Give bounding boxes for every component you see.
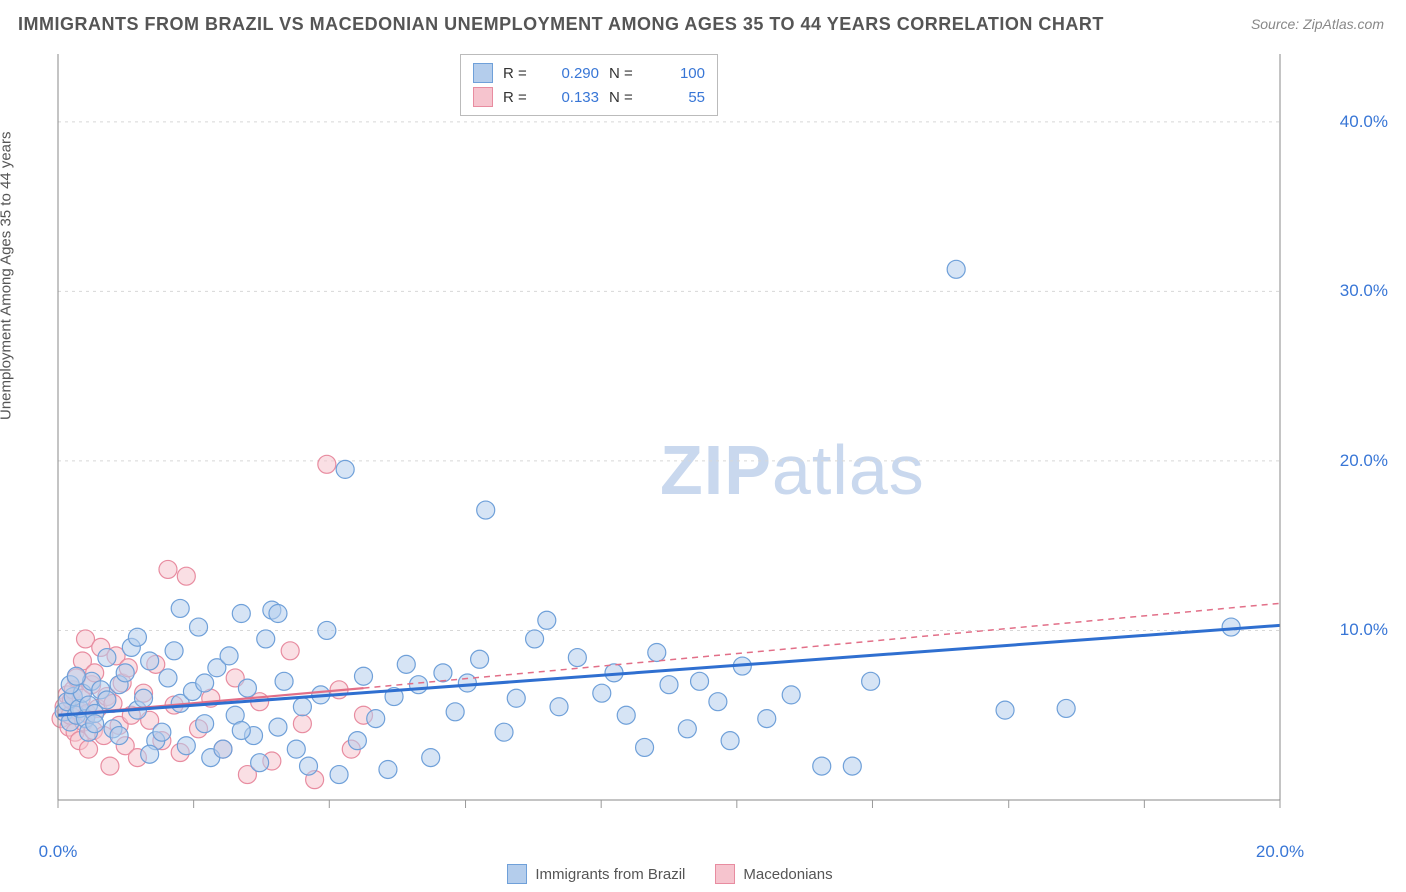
stats-row-1: R = 0.133 N = 55	[473, 85, 705, 109]
stats-swatch-1	[473, 87, 493, 107]
stats-r-label: R =	[503, 89, 529, 106]
stats-legend: R = 0.290 N = 100 R = 0.133 N = 55	[460, 54, 718, 116]
stats-r-label: R =	[503, 65, 529, 82]
stats-row-0: R = 0.290 N = 100	[473, 61, 705, 85]
series-label-1: Macedonians	[743, 866, 832, 883]
stats-n-val-0: 100	[645, 65, 705, 82]
plot-svg	[48, 50, 1338, 830]
series-label-0: Immigrants from Brazil	[535, 866, 685, 883]
stats-r-val-0: 0.290	[539, 65, 599, 82]
xtick-label: 0.0%	[39, 842, 78, 862]
series-swatch-0	[507, 864, 527, 884]
y-axis-label: Unemployment Among Ages 35 to 44 years	[0, 131, 15, 420]
series-legend: Immigrants from Brazil Macedonians	[0, 864, 1340, 884]
ytick-label: 40.0%	[1340, 112, 1388, 132]
stats-n-label: N =	[609, 65, 635, 82]
series-swatch-1	[715, 864, 735, 884]
ytick-label: 20.0%	[1340, 451, 1388, 471]
scatter-plot	[48, 50, 1338, 830]
ytick-label: 30.0%	[1340, 281, 1388, 301]
stats-n-label: N =	[609, 89, 635, 106]
series-item-0: Immigrants from Brazil	[507, 864, 685, 884]
stats-swatch-0	[473, 63, 493, 83]
series-item-1: Macedonians	[715, 864, 832, 884]
ytick-label: 10.0%	[1340, 620, 1388, 640]
stats-n-val-1: 55	[645, 89, 705, 106]
source-attribution: Source: ZipAtlas.com	[1251, 16, 1384, 32]
xtick-label: 20.0%	[1256, 842, 1304, 862]
chart-title: IMMIGRANTS FROM BRAZIL VS MACEDONIAN UNE…	[18, 14, 1104, 35]
stats-r-val-1: 0.133	[539, 89, 599, 106]
